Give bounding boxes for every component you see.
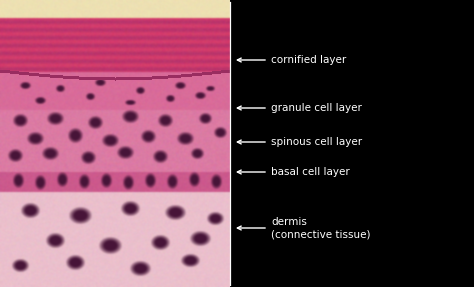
Text: granule cell layer: granule cell layer xyxy=(271,103,362,113)
Text: basal cell layer: basal cell layer xyxy=(271,167,350,177)
Text: spinous cell layer: spinous cell layer xyxy=(271,137,362,147)
Text: cornified layer: cornified layer xyxy=(271,55,346,65)
Text: dermis
(connective tissue): dermis (connective tissue) xyxy=(271,217,371,239)
